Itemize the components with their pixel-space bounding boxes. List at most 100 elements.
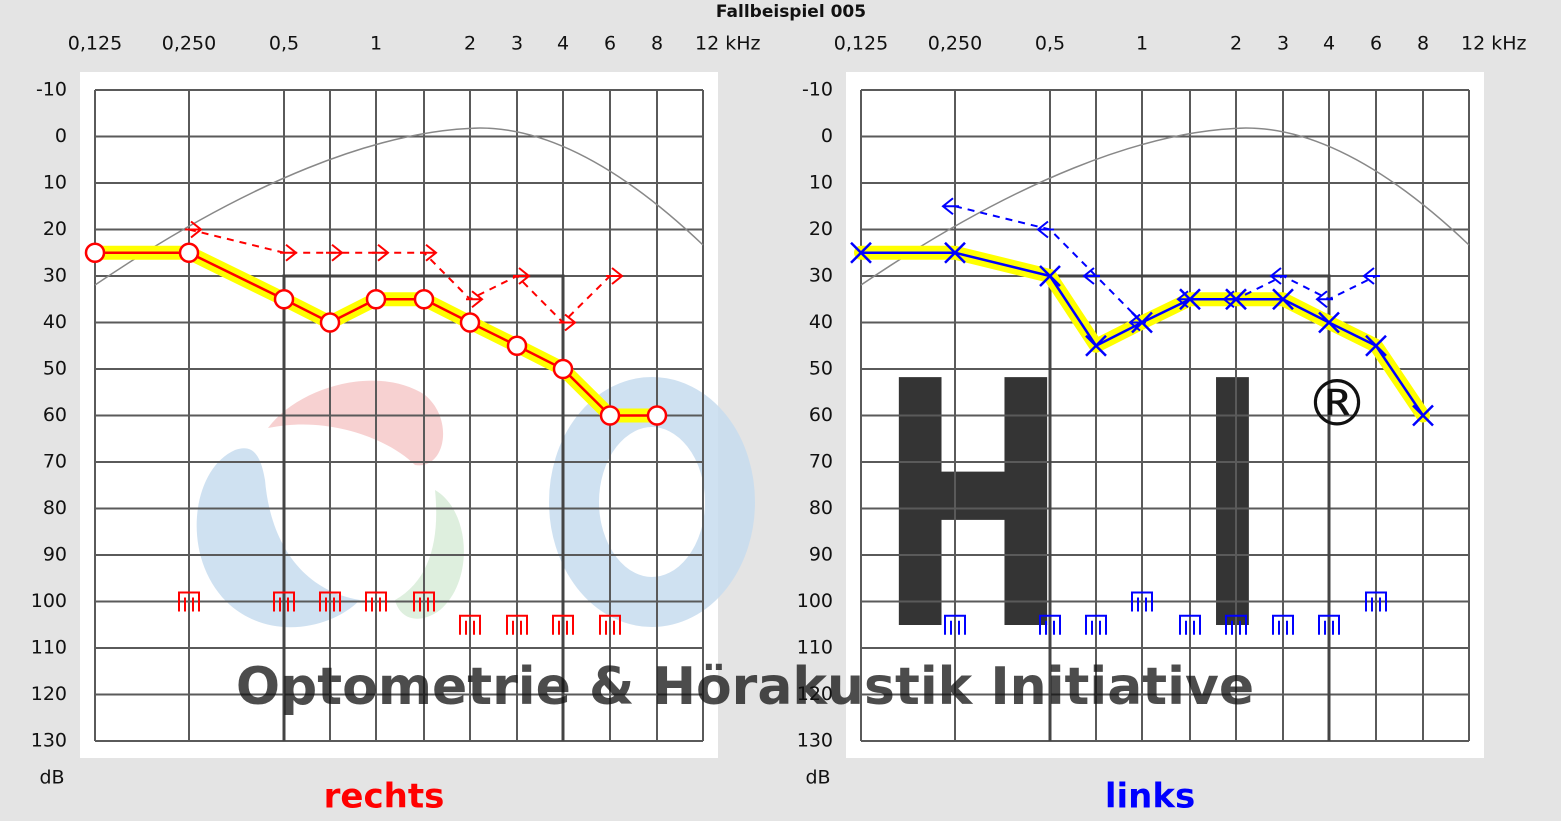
y-tick-label: 40	[43, 311, 67, 333]
y-tick-label: 60	[809, 404, 833, 426]
y-tick-label: 10	[809, 172, 833, 194]
y-tick-label: 60	[43, 404, 67, 426]
bone-marker	[941, 197, 959, 216]
air-marker	[944, 241, 966, 264]
y-tick-label: 110	[31, 637, 67, 659]
x-tick-label: 8	[651, 33, 663, 55]
logo-blob	[196, 448, 360, 628]
chart-title: links	[1105, 777, 1195, 817]
ucl-marker	[1225, 614, 1247, 635]
ucl-marker	[319, 591, 341, 612]
x-tick-label: 0,125	[68, 33, 122, 55]
ucl-marker	[599, 614, 621, 635]
bone-marker	[513, 267, 531, 285]
x-tick-label: 12 kHz	[1461, 33, 1527, 55]
bone-marker	[1222, 290, 1240, 309]
bone-marker	[326, 243, 344, 262]
ucl-marker	[1085, 614, 1107, 635]
air-marker	[413, 289, 435, 310]
logo-blob	[268, 380, 444, 466]
ucl-marker	[552, 614, 574, 635]
watermark-registered: ®	[1305, 368, 1369, 442]
ucl-marker	[1272, 614, 1294, 635]
reference-curve	[860, 127, 1470, 286]
y-tick-label: 20	[43, 218, 67, 240]
y-tick-label: 130	[797, 730, 833, 752]
x-tick-label: 1	[1136, 33, 1148, 55]
air-marker	[1412, 404, 1434, 427]
air-marker	[1272, 288, 1294, 311]
air-marker	[178, 242, 200, 263]
reference-curve	[94, 127, 704, 286]
chart: -10 0 10 20 30 40 50 60 70 80 90 100 110 120 130 0,125 0…	[31, 33, 761, 817]
x-tick-label: 2	[1230, 33, 1242, 55]
bone-marker	[1269, 267, 1287, 285]
air-marker	[273, 289, 295, 310]
x-tick-label: 0,5	[1035, 33, 1065, 55]
bone-marker	[185, 220, 203, 239]
page-title: Fallbeispiel 005	[716, 2, 866, 22]
air-marker	[459, 312, 481, 333]
bone-marker	[1082, 267, 1100, 285]
bone-marker	[1036, 220, 1054, 239]
y-tick-label: 120	[797, 683, 833, 705]
air-marker	[319, 312, 341, 333]
y-tick-label: -10	[802, 79, 833, 101]
x-tick-label: 4	[557, 33, 569, 55]
y-tick-label: 120	[31, 683, 67, 705]
x-tick-label: 6	[604, 33, 616, 55]
x-tick-label: 3	[511, 33, 523, 55]
y-tick-label: 70	[809, 451, 833, 473]
x-tick-label: 12 kHz	[695, 33, 761, 55]
y-tick-label: 70	[43, 451, 67, 473]
y-tick-label: 40	[809, 311, 833, 333]
bone-marker	[1362, 267, 1380, 285]
ucl-marker	[365, 591, 387, 612]
bone-marker	[466, 290, 484, 309]
ucl-marker	[1131, 591, 1153, 612]
ucl-marker	[178, 591, 200, 612]
y-tick-label: 100	[31, 590, 67, 612]
series-line	[954, 205, 1377, 324]
x-tick-label: 2	[464, 33, 476, 55]
bone-marker	[280, 243, 298, 262]
x-tick-label: 4	[1323, 33, 1335, 55]
speech-box	[282, 274, 565, 741]
x-tick-label: 8	[1417, 33, 1429, 55]
air-marker	[850, 241, 872, 264]
air-marker	[84, 242, 106, 263]
speech-box	[1048, 274, 1331, 741]
x-tick-label: 3	[1277, 33, 1289, 55]
ucl-marker	[273, 591, 295, 612]
y-tick-label: 0	[821, 125, 833, 147]
bone-marker	[559, 313, 577, 332]
bone-marker	[1176, 290, 1194, 309]
air-marker	[1039, 265, 1061, 287]
y-axis-label: dB	[805, 767, 830, 789]
air-marker	[1318, 311, 1340, 334]
air-marker	[365, 289, 387, 310]
y-tick-label: 20	[809, 218, 833, 240]
bone-marker	[1315, 290, 1333, 309]
x-tick-label: 0,250	[162, 33, 216, 55]
air-marker	[599, 405, 621, 426]
y-tick-label: 30	[43, 265, 67, 287]
air-marker	[1085, 334, 1107, 357]
y-tick-label: 90	[809, 544, 833, 566]
bone-marker	[420, 243, 438, 262]
y-tick-label: 90	[43, 544, 67, 566]
ucl-marker	[1039, 614, 1061, 635]
y-tick-label: -10	[36, 79, 67, 101]
air-marker	[1365, 334, 1387, 357]
y-tick-label: 30	[809, 265, 833, 287]
ucl-marker	[1365, 591, 1387, 612]
y-tick-label: 80	[43, 497, 67, 519]
y-tick-label: 50	[809, 358, 833, 380]
x-tick-label: 1	[370, 33, 382, 55]
y-axis-label: dB	[39, 767, 64, 789]
watermark-text: Optometrie & Hörakustik Initiative	[236, 657, 1254, 717]
air-marker	[506, 335, 528, 356]
x-tick-label: 0,5	[269, 33, 299, 55]
